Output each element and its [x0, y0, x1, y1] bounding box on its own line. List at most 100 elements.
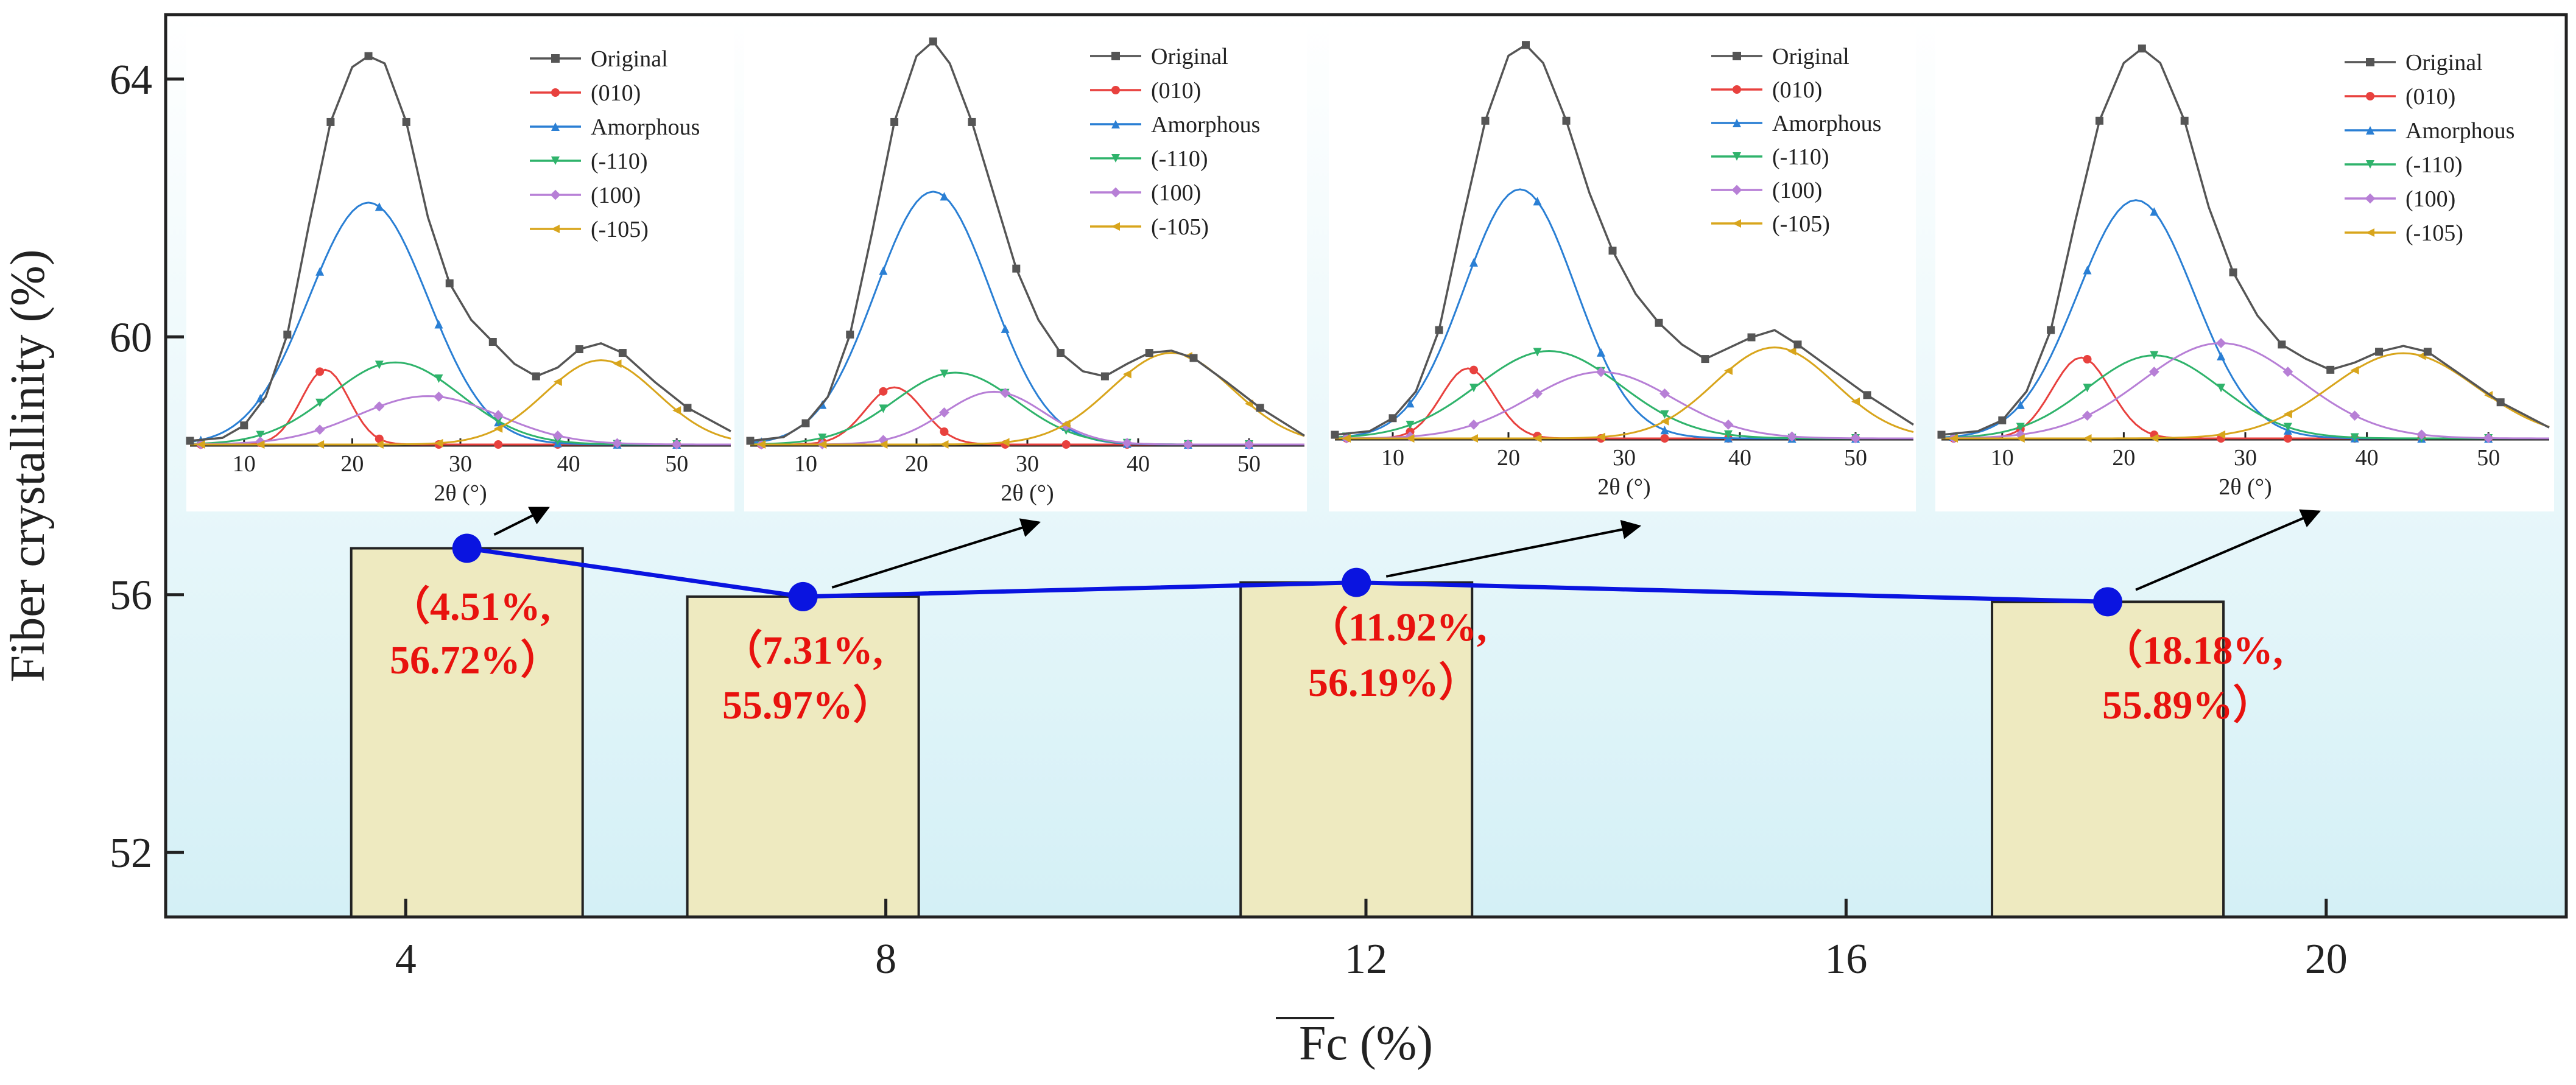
series-marker [672, 406, 681, 415]
series-marker [1522, 41, 1530, 49]
series-marker [2366, 92, 2374, 100]
series-marker [434, 438, 443, 448]
series-marker [818, 440, 827, 449]
series-marker [375, 434, 384, 443]
series-marker [2483, 433, 2494, 443]
series-marker [488, 338, 497, 346]
data-labels: （4.51%, 56.72%） （7.31%, 55.97%） （11.92%, 56.1… [390, 584, 2283, 728]
inset-x-tick-label: 10 [233, 451, 256, 477]
inset-series-line [1941, 354, 2549, 440]
series-marker [2423, 348, 2432, 356]
series-marker [1533, 197, 1542, 206]
inset-x-tick-label: 50 [2477, 445, 2500, 471]
series-marker [1122, 438, 1133, 448]
series-marker [553, 377, 562, 387]
series-marker [364, 52, 373, 60]
series-marker [940, 192, 949, 201]
series-marker [494, 440, 503, 449]
series-marker [2365, 193, 2376, 204]
inset-x-tick-label: 30 [1613, 445, 1636, 471]
series-marker [1733, 52, 1741, 60]
series-marker [434, 320, 443, 329]
series-marker [2148, 367, 2159, 377]
series-marker [1863, 391, 1871, 399]
data-label: 55.97%） [722, 683, 893, 728]
series-marker [2484, 391, 2493, 400]
series-marker [2282, 367, 2293, 377]
legend-label: (100) [591, 183, 641, 208]
series-marker [256, 430, 265, 440]
series-marker [2366, 126, 2374, 135]
series-marker [1793, 340, 1802, 349]
series-marker [1111, 222, 1120, 231]
data-point [452, 533, 482, 563]
series-marker [2366, 58, 2374, 66]
y-tick-label: 64 [110, 57, 152, 104]
series-marker [1533, 434, 1542, 443]
series-marker [1061, 440, 1071, 449]
series-marker [2278, 340, 2286, 349]
xrd-inset-panel: 10 20 30 40 50 2θ (°) Original (010) Amorphous (-… [186, 27, 734, 511]
series-marker [1331, 430, 1339, 439]
legend-label: (-110) [1772, 144, 1829, 170]
series-marker [818, 434, 827, 443]
series-marker [240, 421, 248, 430]
series-marker [940, 369, 949, 378]
series-marker [1469, 365, 1478, 374]
series-marker [552, 430, 563, 441]
series-marker [532, 372, 540, 381]
series-marker [326, 118, 335, 126]
series-marker [1061, 420, 1071, 429]
series-marker [2083, 355, 2092, 364]
series-marker [2350, 365, 2359, 374]
series-marker [1724, 366, 1733, 375]
series-marker [2366, 160, 2374, 169]
inset-x-tick-label: 50 [1844, 445, 1867, 471]
legend-label: (-110) [2405, 152, 2463, 178]
inset-series-line [1941, 47, 2550, 436]
series-marker [2016, 400, 2025, 409]
series-marker [575, 345, 583, 354]
data-label: （18.18%, [2102, 628, 2283, 673]
series-line [466, 546, 2108, 604]
series-marker [879, 404, 888, 413]
series-marker [1122, 370, 1131, 379]
series-marker [1189, 354, 1198, 362]
inset-x-tick-label: 20 [905, 451, 928, 477]
inset-series-line [1941, 342, 2550, 440]
series-marker [2326, 365, 2335, 374]
series-marker [1406, 399, 1415, 408]
series-marker [671, 439, 682, 450]
series-marker [1660, 416, 1669, 426]
series-marker [929, 37, 937, 46]
series-marker [1145, 349, 1153, 357]
series-marker [1111, 52, 1120, 60]
series-marker [683, 404, 692, 412]
series-marker [1001, 438, 1010, 447]
series-marker [1469, 258, 1478, 267]
series-marker [2095, 116, 2103, 125]
series-marker [1057, 349, 1065, 357]
series-marker [2150, 434, 2159, 443]
series-marker [1724, 430, 1733, 439]
series-marker [2180, 116, 2189, 125]
series-marker [1469, 434, 1478, 443]
series-marker [551, 225, 560, 233]
inset-arrow [2135, 509, 2321, 591]
inset-x-tick-label: 40 [2356, 445, 2379, 471]
legend-label: Amorphous [1772, 111, 1881, 136]
series-marker [2083, 265, 2092, 275]
series-marker [551, 122, 560, 131]
series-marker [1787, 431, 1797, 442]
series-marker [315, 267, 325, 276]
bar [1991, 600, 2225, 918]
series-marker [315, 398, 325, 407]
legend-label: (100) [1772, 178, 1822, 203]
series-marker [1597, 432, 1605, 441]
inset-arrow [831, 518, 1041, 589]
series-marker [375, 202, 384, 211]
inset-x-tick-label: 40 [557, 451, 580, 477]
inset-x-axis-title: 2θ (°) [434, 480, 487, 506]
legend-label: (-110) [1151, 146, 1208, 172]
